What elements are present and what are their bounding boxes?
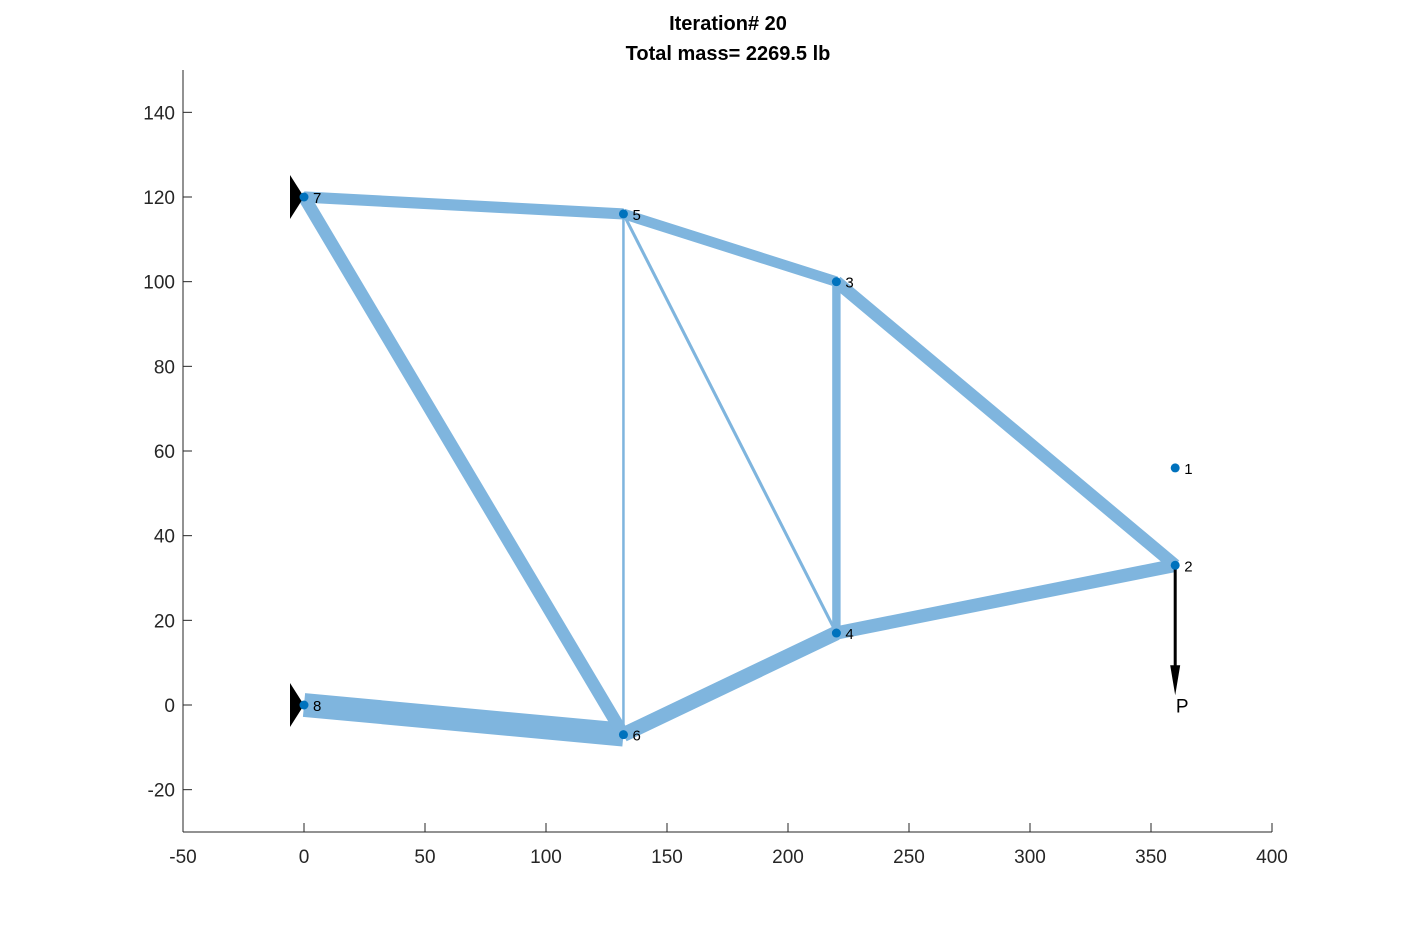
node-1-label: 1 bbox=[1184, 461, 1192, 478]
node-2-marker bbox=[1170, 560, 1180, 570]
y-tick-label: 0 bbox=[164, 696, 175, 717]
node-3-marker bbox=[831, 277, 841, 287]
x-tick-label: 400 bbox=[1256, 847, 1288, 868]
x-tick-label: 150 bbox=[651, 847, 683, 868]
truss-member-3-2 bbox=[832, 276, 1180, 571]
supports bbox=[290, 175, 304, 727]
y-tick-label: 80 bbox=[154, 357, 175, 378]
node-2-label: 2 bbox=[1184, 558, 1192, 575]
y-axis-ticks: -20 0 20 40 60 80 100 120 140 bbox=[143, 103, 192, 802]
y-tick-label: 120 bbox=[143, 188, 175, 209]
x-tick-label: -50 bbox=[169, 847, 196, 868]
truss-member-7-5 bbox=[303, 191, 624, 220]
node-8-marker bbox=[299, 700, 309, 710]
y-tick-label: 100 bbox=[143, 273, 175, 294]
node-7-marker bbox=[299, 192, 309, 202]
load-arrow-head bbox=[1170, 665, 1181, 696]
truss-member-4-2 bbox=[835, 558, 1177, 640]
x-tick-label: 250 bbox=[893, 847, 925, 868]
y-tick-label: 20 bbox=[154, 611, 175, 632]
truss-member-8-6 bbox=[302, 693, 625, 747]
load-arrow: P bbox=[1170, 565, 1189, 717]
node-8-label: 8 bbox=[313, 698, 321, 715]
truss-member-6-4 bbox=[620, 626, 840, 742]
node-4-label: 4 bbox=[845, 626, 853, 643]
x-tick-label: 0 bbox=[299, 847, 310, 868]
chart-title-line-2: Total mass= 2269.5 lb bbox=[626, 43, 831, 65]
y-tick-label: 40 bbox=[154, 527, 175, 548]
chart-title-line-1: Iteration# 20 bbox=[669, 13, 787, 35]
node-5-label: 5 bbox=[632, 207, 640, 224]
node-4-marker bbox=[831, 628, 841, 638]
support-8 bbox=[290, 683, 304, 727]
truss-members bbox=[298, 191, 1180, 747]
x-tick-label: 200 bbox=[772, 847, 804, 868]
node-1-marker bbox=[1170, 463, 1180, 473]
node-7-label: 7 bbox=[313, 190, 321, 207]
node-5-marker bbox=[618, 209, 628, 219]
node-6-label: 6 bbox=[632, 728, 640, 745]
support-7 bbox=[290, 175, 304, 219]
node-6-marker bbox=[618, 730, 628, 740]
x-tick-label: 350 bbox=[1135, 847, 1167, 868]
load-label: P bbox=[1176, 696, 1189, 717]
truss-member-5-3 bbox=[621, 208, 838, 287]
truss-nodes: 1 2 3 4 5 6 7 8 bbox=[299, 190, 1193, 745]
truss-member-5-4 bbox=[622, 213, 838, 634]
x-tick-label: 300 bbox=[1014, 847, 1046, 868]
y-tick-label: 140 bbox=[143, 103, 175, 124]
x-tick-label: 50 bbox=[414, 847, 435, 868]
truss-member-7-6 bbox=[298, 193, 629, 738]
y-tick-label: 60 bbox=[154, 442, 175, 463]
node-3-label: 3 bbox=[845, 275, 853, 292]
x-axis-ticks: -50 0 50 100 150 200 250 300 350 400 bbox=[169, 823, 1288, 868]
y-tick-label: -20 bbox=[148, 781, 175, 802]
x-tick-label: 100 bbox=[530, 847, 562, 868]
